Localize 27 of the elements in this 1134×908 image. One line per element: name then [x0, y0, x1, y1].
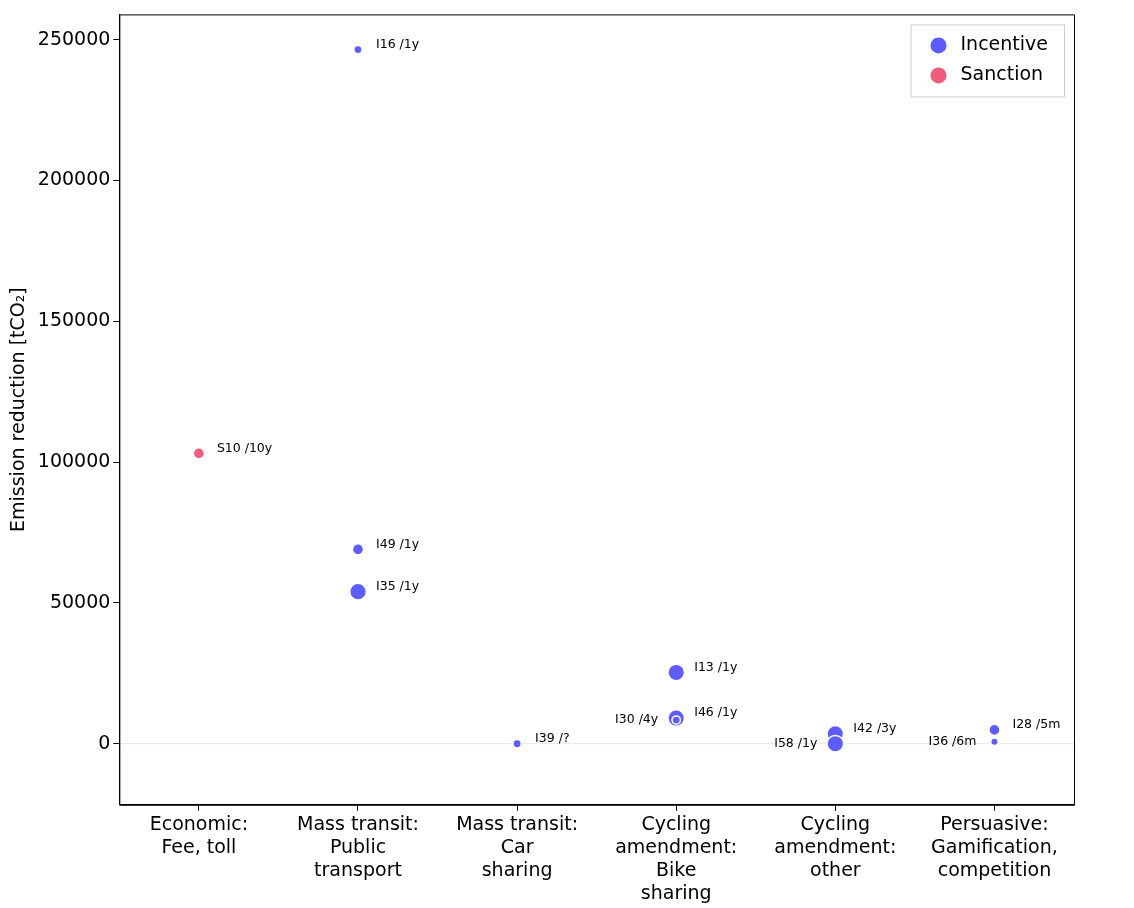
- annotation: S10 /10y: [216, 439, 273, 455]
- annotation: I46 /1y: [694, 704, 738, 720]
- x-tick-label: Economic: Fee, toll: [149, 812, 249, 857]
- annotation: I42 /3y: [853, 720, 898, 736]
- annotation: I16 /1y: [376, 35, 420, 51]
- y-tick-label: 100000: [37, 449, 111, 472]
- annotation: I28 /5m: [1012, 716, 1061, 732]
- annotation: I30 /4y: [615, 711, 659, 727]
- x-tick-label: Mass transit: Public transport: [297, 812, 419, 880]
- x-tick-label: Persuasive: Gamification, competition: [931, 812, 1058, 880]
- y-tick-label: 200000: [37, 167, 111, 190]
- legend-label: Sanction: [960, 62, 1044, 85]
- annotation: I58 /1y: [774, 734, 818, 750]
- annotation: I39 /?: [535, 729, 570, 745]
- y-tick-label: 150000: [37, 308, 111, 331]
- y-axis-title: Emission reduction [tCO₂]: [6, 287, 29, 532]
- y-tick-label: 250000: [37, 26, 111, 49]
- legend-label: Incentive: [960, 32, 1049, 55]
- x-tick-label: Mass transit: Car sharing: [456, 812, 579, 880]
- y-tick-label: 50000: [49, 589, 111, 612]
- annotation: I13 /1y: [694, 658, 738, 674]
- annotation: I49 /1y: [376, 535, 420, 551]
- x-tick-label: Cycling amendment: other: [774, 812, 897, 880]
- annotation: I35 /1y: [376, 577, 420, 593]
- annotation: I36 /6m: [928, 732, 977, 748]
- x-tick-label: Cycling amendment: Bike sharing: [615, 812, 738, 903]
- y-tick-label: 0: [98, 730, 111, 753]
